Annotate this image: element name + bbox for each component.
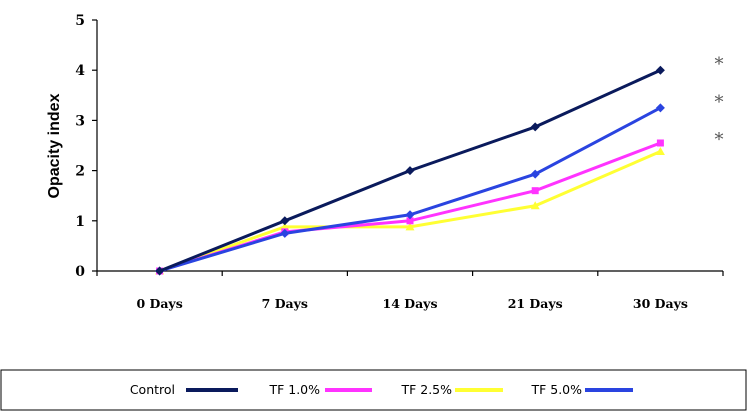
data-point [155,266,165,276]
data-point [280,216,290,226]
data-point [406,217,414,225]
data-point [656,139,664,147]
data-point [280,222,290,231]
y-tick-label: 1 [75,214,85,230]
data-point [531,187,539,195]
y-tick-label: 4 [75,63,85,79]
legend-box [0,369,747,411]
y-tick-label: 0 [75,264,85,280]
y-axis-label: Opacity index [46,93,63,198]
x-tick-label: 14 Days [383,296,438,311]
y-tick-label: 2 [75,164,85,180]
data-point [530,169,540,179]
significance-asterisk: * [715,129,724,150]
x-tick-label: 30 Days [633,296,688,311]
significance-asterisk: * [715,54,724,75]
legend-label: TF 1.0% [268,382,320,397]
y-tick-label: 3 [75,113,85,129]
data-point [655,103,665,113]
data-point [655,65,665,75]
legend-label: TF 5.0% [530,382,582,397]
legend-label: Control [130,382,175,397]
x-tick-label: 7 Days [262,296,308,311]
x-tick-label: 0 Days [136,296,182,311]
data-point [655,147,665,156]
data-point [405,222,415,231]
data-point [530,122,540,132]
x-tick-label: 21 Days [508,296,563,311]
legend-label: TF 2.5% [400,382,452,397]
series-line-tf-1-0- [159,141,661,273]
data-point [280,228,290,238]
data-point [530,201,540,210]
significance-asterisk: * [715,92,724,113]
data-point [405,166,415,176]
y-tick-label: 5 [75,13,85,29]
data-point [405,210,415,220]
